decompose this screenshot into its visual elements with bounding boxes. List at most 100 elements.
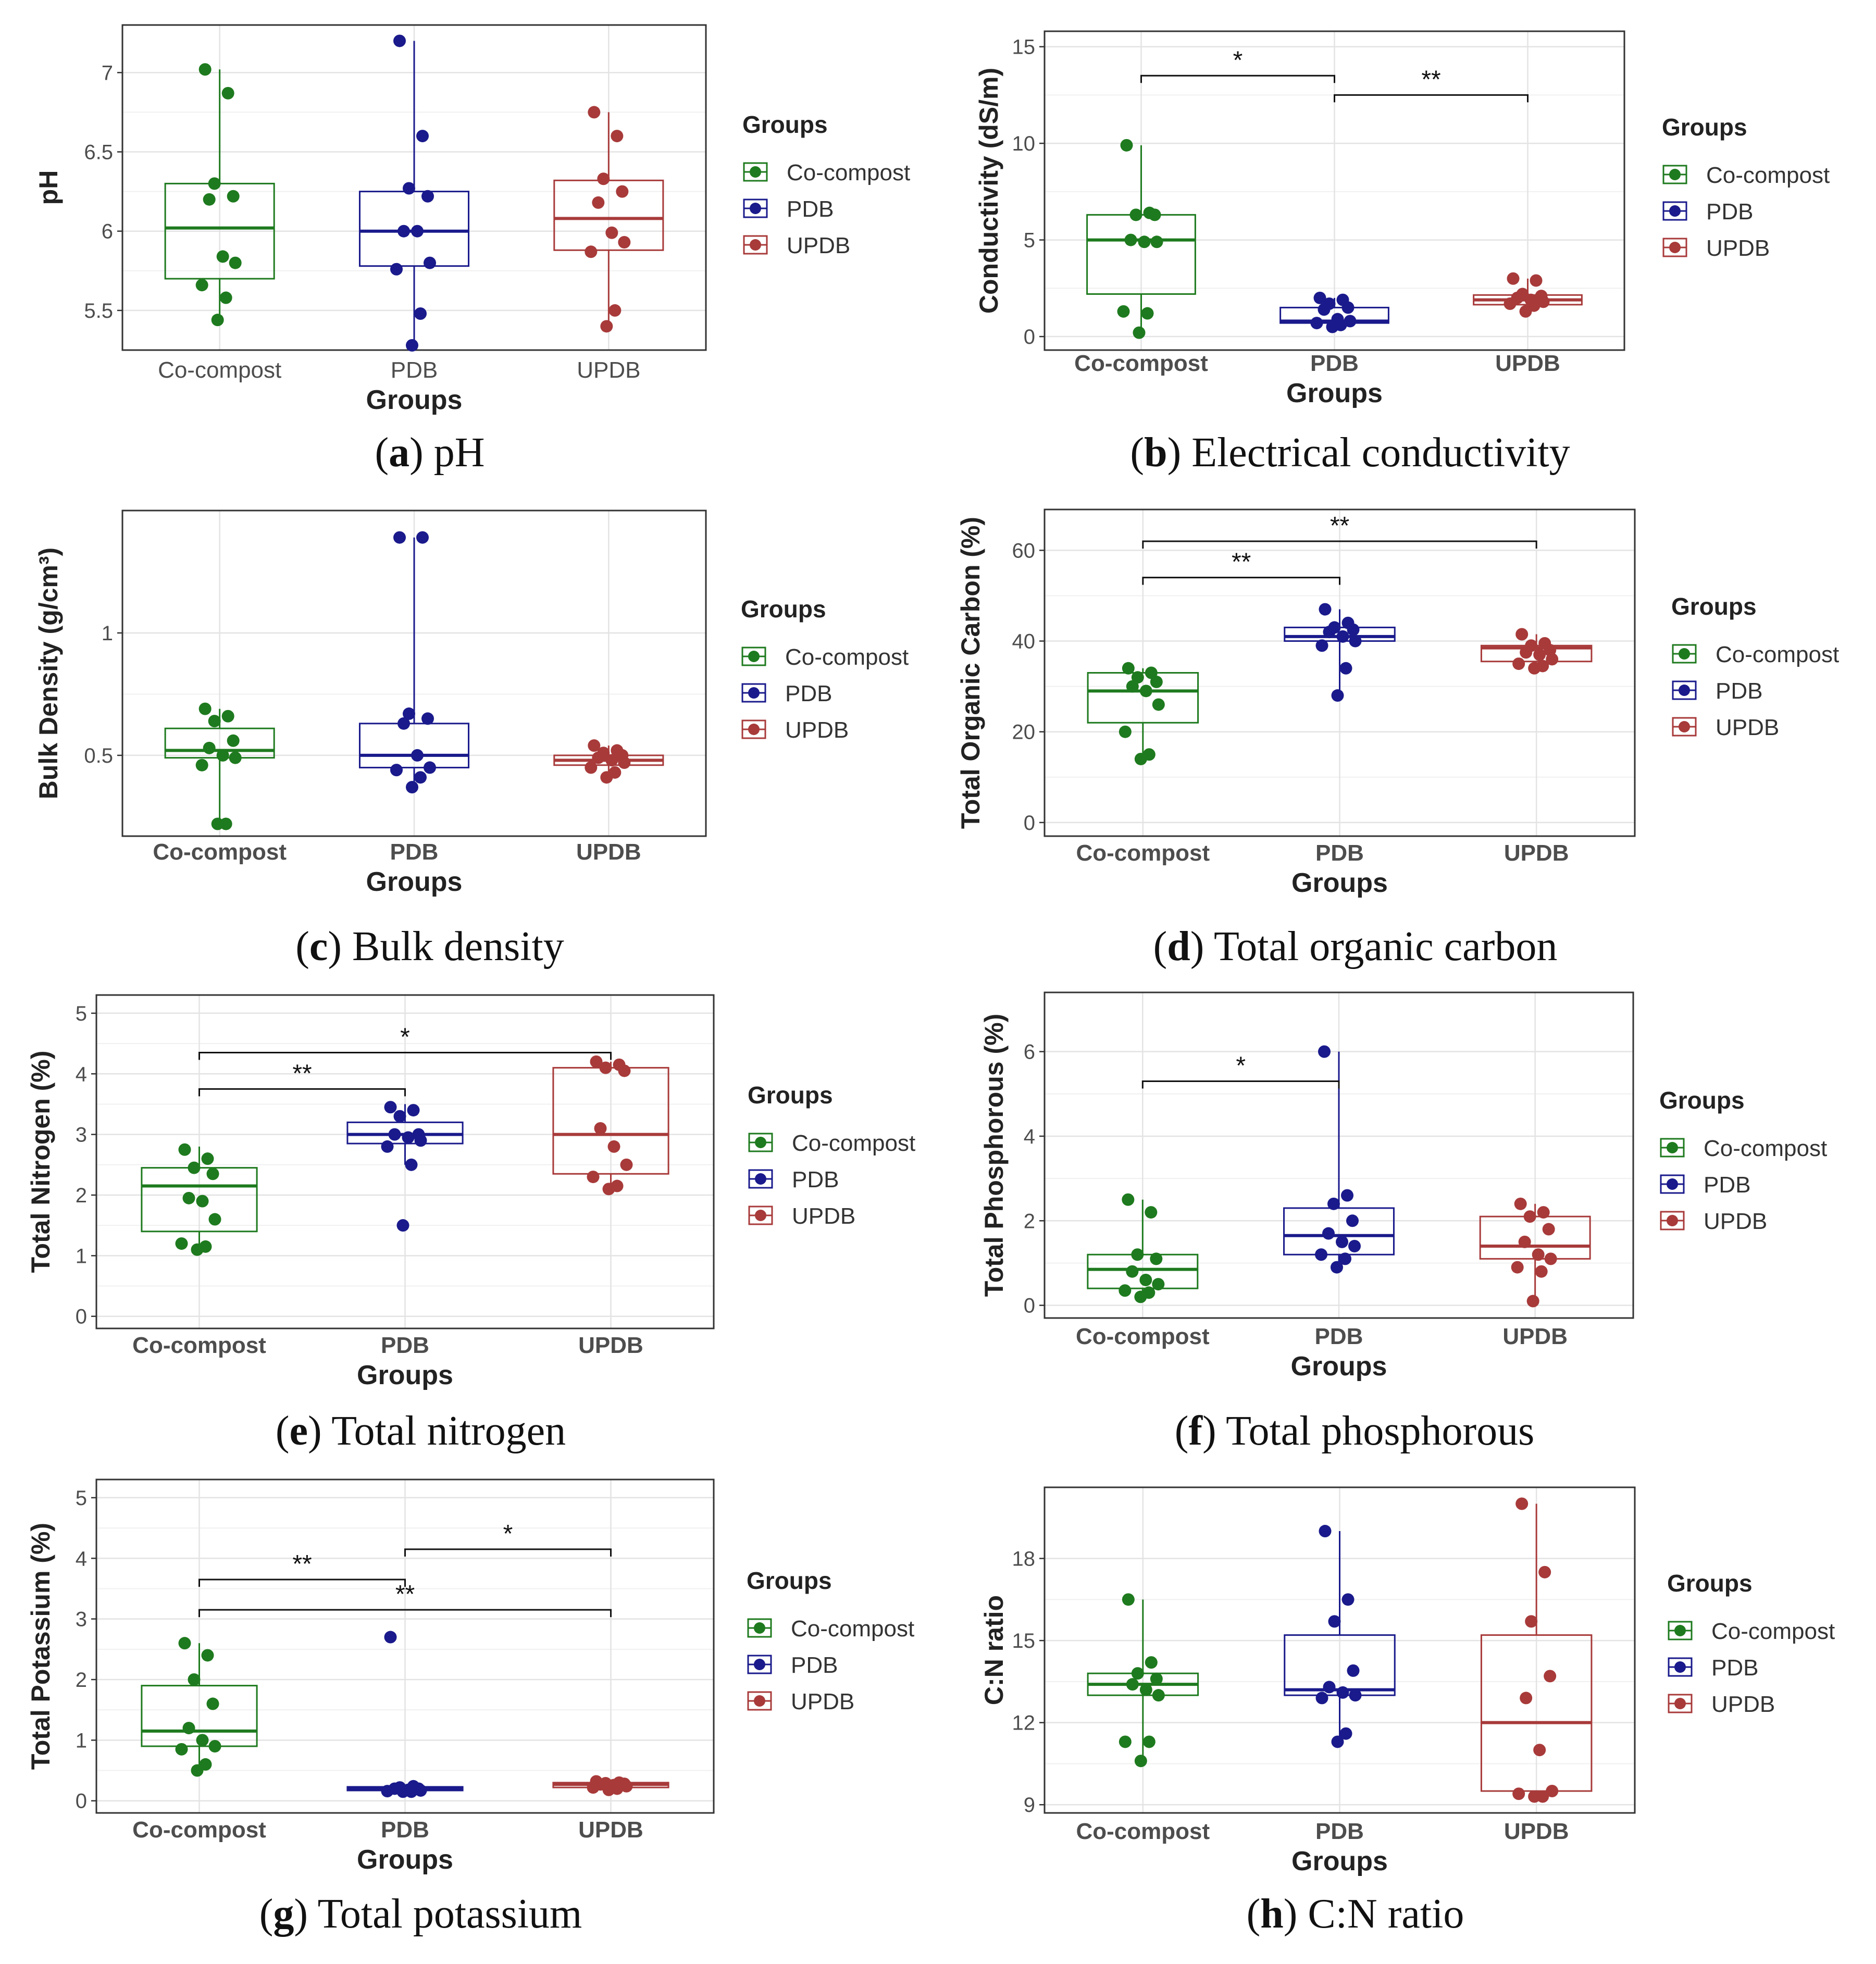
data-point-updb xyxy=(1535,1265,1548,1278)
y-tick-label: 4 xyxy=(76,1063,87,1086)
y-tick-label: 0 xyxy=(76,1306,87,1328)
x-tick-label: Co-compost xyxy=(1076,1324,1210,1349)
data-point-updb xyxy=(1518,1235,1531,1248)
legend: Groups Co-compost PDB UPDB xyxy=(1662,114,1830,261)
data-point-co-compost xyxy=(1124,233,1137,246)
significance-label: * xyxy=(503,1520,513,1548)
data-point-updb xyxy=(600,320,613,333)
data-point-updb xyxy=(1511,1261,1524,1274)
data-point-co-compost xyxy=(1126,1678,1139,1691)
data-point-updb xyxy=(588,739,601,752)
x-axis-label: Groups xyxy=(357,1360,453,1390)
data-point-co-compost xyxy=(188,1161,201,1174)
data-point-updb xyxy=(1525,1615,1538,1628)
data-point-co-compost xyxy=(221,86,234,100)
data-point-pdb xyxy=(1348,1240,1361,1253)
x-tick-label: UPDB xyxy=(578,1817,643,1843)
data-point-pdb xyxy=(406,781,418,794)
significance-label: * xyxy=(1236,1052,1246,1079)
legend-title: Groups xyxy=(1667,1570,1753,1597)
data-point-updb xyxy=(590,1055,603,1068)
y-tick-label: 1 xyxy=(76,1729,87,1752)
y-tick-label: 15 xyxy=(1012,36,1036,59)
y-tick-label: 5 xyxy=(1024,229,1035,252)
x-tick-label: UPDB xyxy=(1495,351,1560,376)
data-point-pdb xyxy=(393,531,406,544)
y-tick-label: 2 xyxy=(76,1669,87,1692)
data-point-updb xyxy=(1523,1210,1536,1223)
data-point-pdb xyxy=(1339,1727,1352,1740)
legend: Groups Co-compost PDB UPDB xyxy=(1667,1570,1835,1717)
legend-key-dot xyxy=(1679,648,1690,660)
y-tick-label: 0 xyxy=(1024,812,1035,835)
legend-item-label: UPDB xyxy=(1716,715,1779,740)
legend-item-label: PDB xyxy=(1716,678,1762,704)
data-point-updb xyxy=(1538,1565,1551,1578)
legend-key-dot xyxy=(754,1659,765,1670)
y-axis-label: Conductivity (dS/m) xyxy=(974,68,1003,314)
data-point-updb xyxy=(602,1183,615,1196)
data-point-co-compost xyxy=(201,1152,214,1165)
data-point-pdb xyxy=(393,34,406,47)
data-point-co-compost xyxy=(1150,1252,1163,1265)
data-point-pdb xyxy=(397,717,410,730)
y-tick-label: 4 xyxy=(1024,1125,1035,1148)
data-point-updb xyxy=(1533,648,1546,661)
data-point-co-compost xyxy=(216,749,229,762)
data-point-co-compost xyxy=(1141,307,1154,320)
y-axis-label: pH xyxy=(34,170,63,205)
panel-caption: (d) Total organic carbon xyxy=(1153,924,1558,969)
legend-item-label: Co-compost xyxy=(1704,1136,1827,1161)
data-point-pdb xyxy=(1347,623,1360,636)
data-point-co-compost xyxy=(175,1237,188,1250)
legend: Groups Co-compost PDB UPDB xyxy=(1659,1087,1827,1234)
data-point-co-compost xyxy=(1129,208,1142,221)
data-point-co-compost xyxy=(175,1743,188,1756)
data-point-pdb xyxy=(407,1104,420,1117)
data-point-co-compost xyxy=(182,1722,195,1735)
legend-key-dot xyxy=(748,687,760,699)
caption-letter: a xyxy=(389,430,409,476)
chart-panel-f: 0 2 4 6 * Co-compost PDB UPDB Groups Total Phosph… xyxy=(979,991,1827,1454)
data-point-updb xyxy=(1532,1248,1545,1261)
legend-item-label: PDB xyxy=(1711,1655,1758,1681)
legend-key-dot xyxy=(1669,205,1681,217)
box-iqr xyxy=(1283,1207,1395,1256)
legend-key-dot xyxy=(1667,1215,1678,1226)
legend-item-label: Co-compost xyxy=(792,1130,915,1156)
legend-item-label: Co-compost xyxy=(1711,1619,1835,1644)
data-point-pdb xyxy=(1327,1197,1340,1210)
panel-caption: (f) Total phosphorous xyxy=(1175,1408,1535,1454)
caption-letter: d xyxy=(1167,924,1190,969)
caption-paren: ) xyxy=(1284,1891,1298,1937)
x-tick-label: PDB xyxy=(1315,1324,1363,1349)
data-point-co-compost xyxy=(1122,662,1135,675)
data-point-co-compost xyxy=(1139,1683,1152,1696)
data-point-co-compost xyxy=(1139,685,1152,698)
data-point-pdb xyxy=(1323,1681,1336,1694)
x-tick-label: PDB xyxy=(381,1817,429,1843)
caption-paren: ) xyxy=(409,430,424,476)
box-iqr xyxy=(358,723,470,768)
plot-frame xyxy=(121,509,707,837)
caption-text: C:N ratio xyxy=(1297,1891,1464,1937)
data-point-updb xyxy=(588,106,601,119)
caption-paren: ) xyxy=(294,1891,308,1937)
data-point-pdb xyxy=(1347,1664,1360,1677)
box-co-compost xyxy=(164,708,275,824)
panel-caption: (c) Bulk density xyxy=(295,924,564,969)
box-iqr xyxy=(141,1685,258,1747)
data-point-co-compost xyxy=(1131,1667,1144,1680)
legend-title: Groups xyxy=(747,1567,832,1594)
data-point-pdb xyxy=(1328,1615,1341,1628)
legend-key-dot xyxy=(748,724,760,735)
data-point-co-compost xyxy=(208,1740,221,1752)
data-point-pdb xyxy=(381,1785,394,1798)
legend-key-dot xyxy=(1669,169,1681,180)
legend-item-label: Co-compost xyxy=(1706,163,1830,188)
significance-bracket xyxy=(198,1052,612,1060)
caption-paren: ( xyxy=(276,1408,290,1454)
significance-bracket xyxy=(198,1609,612,1618)
